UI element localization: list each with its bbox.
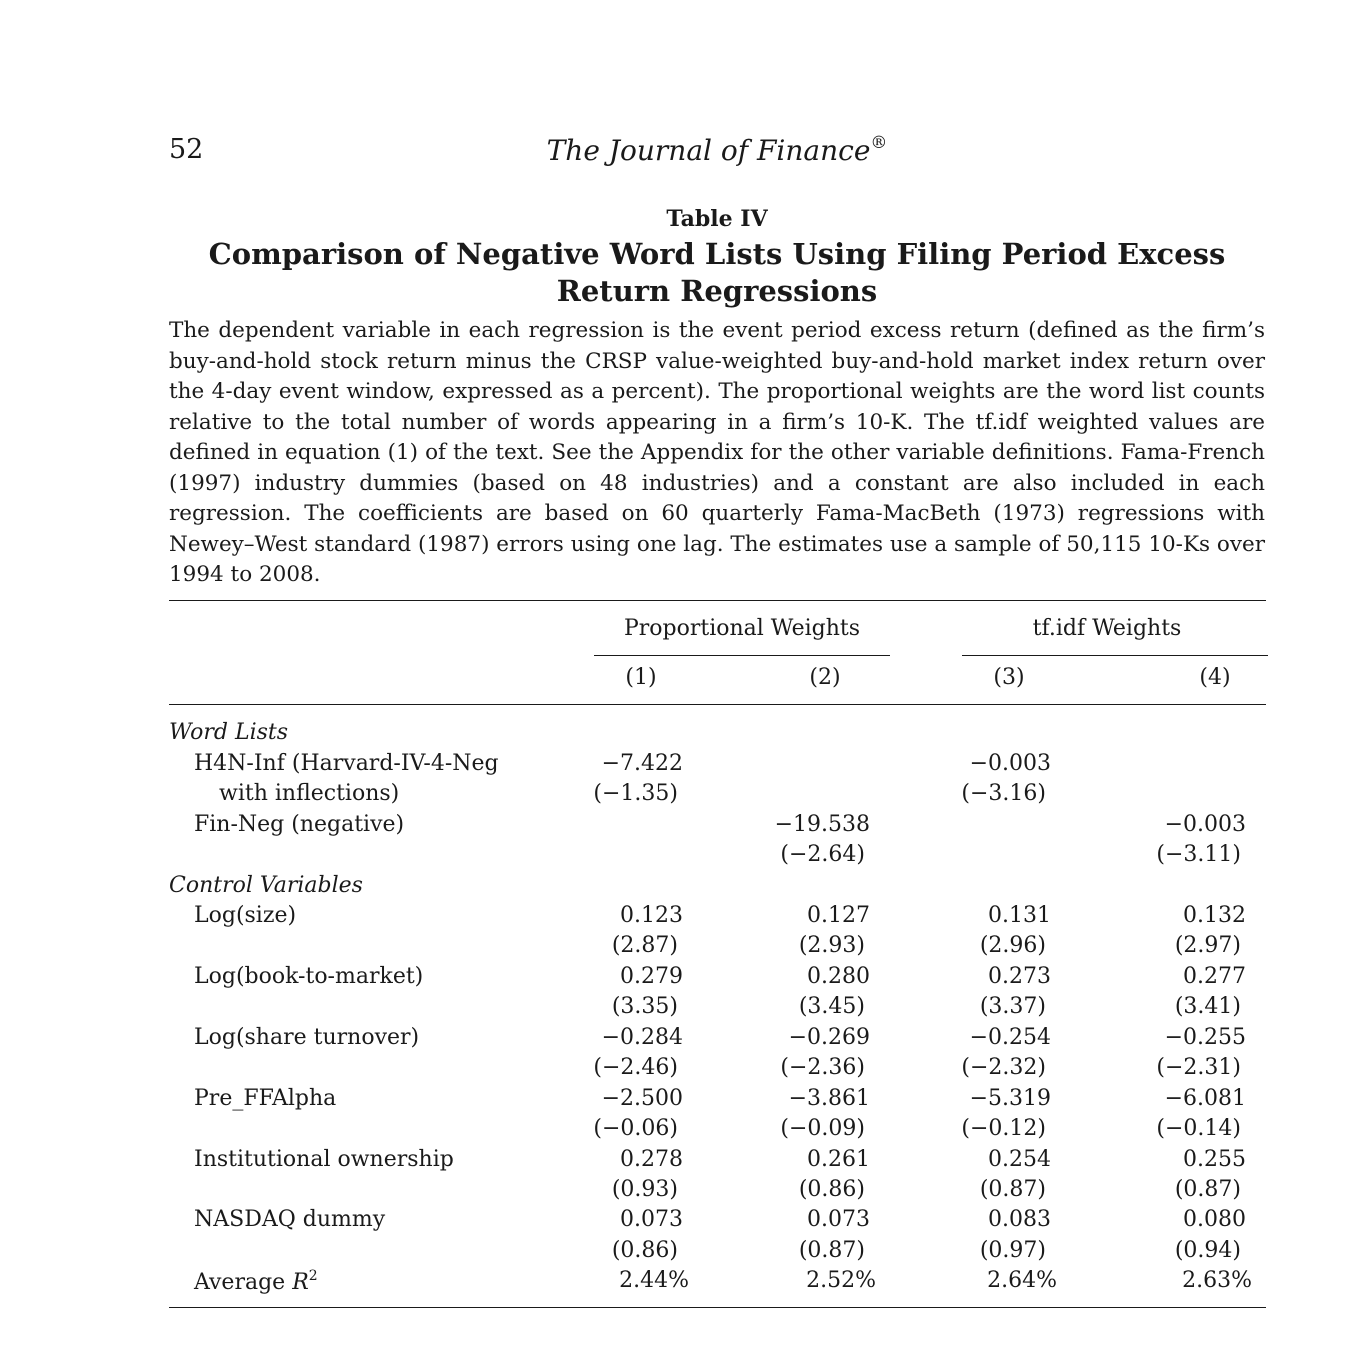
top-rule [169,600,1266,601]
inst-t-2: (0.86) [798,1177,865,1202]
logturn-t-3: (−2.32) [961,1055,1046,1080]
bottom-rule [169,1307,1266,1308]
r2-exponent: 2 [308,1268,318,1284]
r2-value-4: 2.63% [1182,1268,1252,1293]
nasdaq-coef-2: 0.073 [807,1207,870,1232]
group-rule-proportional [594,655,890,656]
row-label-institutional: Institutional ownership [194,1147,454,1172]
nasdaq-coef-4: 0.080 [1183,1207,1246,1232]
logturn-coef-4: −0.255 [1164,1025,1246,1050]
column-header-3: (3) [993,665,1025,690]
logsize-t-4: (2.97) [1174,933,1241,958]
logbm-coef-4: 0.277 [1183,964,1246,989]
h4n-t-1: (−1.35) [593,781,678,806]
row-label-preffalpha: Pre_FFAlpha [194,1086,337,1111]
h4n-t-3: (−3.16) [961,781,1046,806]
preff-t-1: (−0.06) [593,1116,678,1141]
logsize-coef-3: 0.131 [988,903,1051,928]
r2-value-2: 2.52% [806,1268,876,1293]
table-label: Table IV [666,206,768,232]
group-header-proportional: Proportional Weights [623,616,861,641]
nasdaq-t-3: (0.97) [979,1238,1046,1263]
logturn-t-1: (−2.46) [593,1055,678,1080]
r2-value-3: 2.64% [987,1268,1057,1293]
logbm-coef-3: 0.273 [988,964,1051,989]
r2-value-1: 2.44% [619,1268,689,1293]
r2-label-prefix: Average [194,1270,293,1295]
logsize-coef-2: 0.127 [807,903,870,928]
group-rule-tfidf [962,655,1268,656]
preff-t-3: (−0.12) [961,1116,1046,1141]
logbm-t-3: (3.37) [979,994,1046,1019]
finneg-coef-4: −0.003 [1164,812,1246,837]
logsize-t-3: (2.96) [979,933,1046,958]
column-header-4: (4) [1199,665,1231,690]
registered-mark: ® [870,133,888,153]
nasdaq-t-4: (0.94) [1174,1238,1241,1263]
row-label-logturn: Log(share turnover) [194,1025,420,1050]
inst-coef-2: 0.261 [807,1147,870,1172]
h4n-coef-1: −7.422 [601,751,683,776]
logbm-coef-1: 0.279 [620,964,683,989]
column-header-1: (1) [625,665,657,690]
column-header-2: (2) [809,665,841,690]
nasdaq-t-1: (0.86) [611,1238,678,1263]
inst-t-4: (0.87) [1174,1177,1241,1202]
row-label-nasdaq: NASDAQ dummy [194,1207,386,1232]
row-label-logbm: Log(book-to-market) [194,964,424,989]
logturn-coef-3: −0.254 [969,1025,1051,1050]
preff-t-4: (−0.14) [1156,1116,1241,1141]
row-label-logsize: Log(size) [194,903,297,928]
logsize-t-1: (2.87) [611,933,678,958]
logbm-coef-2: 0.280 [807,964,870,989]
logsize-coef-1: 0.123 [620,903,683,928]
row-label-h4n-cont: with inflections) [219,781,400,806]
preff-coef-1: −2.500 [601,1086,683,1111]
page-number: 52 [169,134,204,165]
logbm-t-4: (3.41) [1174,994,1241,1019]
section-word-lists: Word Lists [169,720,289,745]
logturn-t-4: (−2.31) [1156,1055,1241,1080]
h4n-coef-3: −0.003 [969,751,1051,776]
logbm-t-2: (3.45) [798,994,865,1019]
finneg-t-4: (−3.11) [1156,842,1241,867]
preff-coef-3: −5.319 [969,1086,1051,1111]
finneg-coef-2: −19.538 [774,812,870,837]
logsize-t-2: (2.93) [798,933,865,958]
header-rule [169,704,1266,705]
nasdaq-t-2: (0.87) [798,1238,865,1263]
inst-coef-4: 0.255 [1183,1147,1246,1172]
preff-coef-4: −6.081 [1164,1086,1246,1111]
section-control-variables: Control Variables [169,873,363,898]
table-title: Comparison of Negative Word Lists Using … [208,237,1226,308]
nasdaq-coef-3: 0.083 [988,1207,1051,1232]
inst-t-3: (0.87) [979,1177,1046,1202]
logturn-t-2: (−2.36) [780,1055,865,1080]
group-header-tfidf: tf.idf Weights [1032,616,1182,641]
logturn-coef-2: −0.269 [788,1025,870,1050]
journal-name: The Journal of Finance [546,134,871,167]
row-label-average-r2: Average R2 [194,1268,318,1295]
row-label-h4n: H4N-Inf (Harvard-IV-4-Neg [194,751,499,776]
finneg-t-2: (−2.64) [780,842,865,867]
inst-coef-3: 0.254 [988,1147,1051,1172]
logbm-t-1: (3.35) [611,994,678,1019]
preff-coef-2: −3.861 [788,1086,870,1111]
inst-t-1: (0.93) [611,1177,678,1202]
logsize-coef-4: 0.132 [1183,903,1246,928]
table-caption: The dependent variable in each regressio… [169,318,1265,587]
inst-coef-1: 0.278 [620,1147,683,1172]
nasdaq-coef-1: 0.073 [620,1207,683,1232]
row-label-finneg: Fin-Neg (negative) [194,812,405,837]
r2-symbol: R [292,1270,309,1295]
logturn-coef-1: −0.284 [601,1025,683,1050]
journal-title: The Journal of Finance® [0,133,1357,167]
preff-t-2: (−0.09) [780,1116,865,1141]
